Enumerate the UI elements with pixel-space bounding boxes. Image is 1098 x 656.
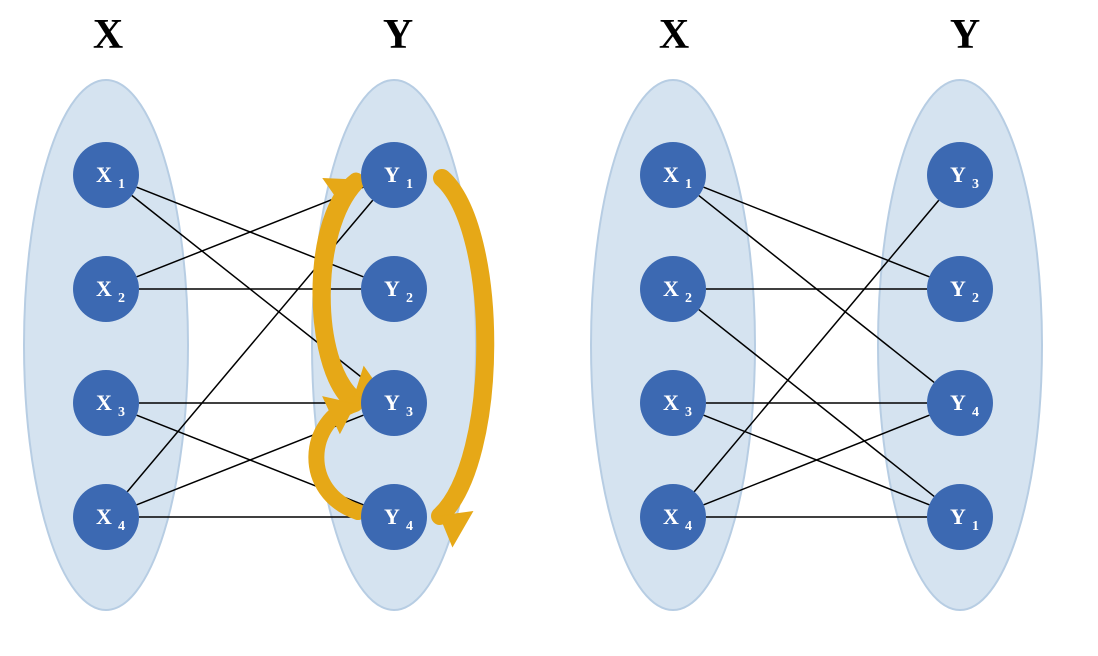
node-label-LX1: X <box>96 162 112 187</box>
node-label-LY4: Y <box>384 504 400 529</box>
node-label-RX1: X <box>663 162 679 187</box>
node-label-RY1: Y <box>950 504 966 529</box>
set-label-left_X: X <box>93 12 123 58</box>
node-RY1: Y1 <box>927 484 993 550</box>
node-label-LX3: X <box>96 390 112 415</box>
node-LY3: Y3 <box>361 370 427 436</box>
node-sub-LX3: 3 <box>118 405 125 420</box>
node-RY3: Y3 <box>927 142 993 208</box>
node-sub-RX4: 4 <box>685 519 692 534</box>
node-LX4: X4 <box>73 484 139 550</box>
node-sub-LX2: 2 <box>118 291 125 306</box>
node-LX2: X2 <box>73 256 139 322</box>
node-sub-LY1: 1 <box>406 177 413 192</box>
node-label-LY2: Y <box>384 276 400 301</box>
node-LX3: X3 <box>73 370 139 436</box>
node-label-RX4: X <box>663 504 679 529</box>
node-sub-LY3: 3 <box>406 405 413 420</box>
node-sub-RX1: 1 <box>685 177 692 192</box>
node-sub-RY4: 4 <box>972 405 979 420</box>
set-label-right_X: X <box>659 12 689 58</box>
node-RX4: X4 <box>640 484 706 550</box>
node-sub-RX3: 3 <box>685 405 692 420</box>
node-LX1: X1 <box>73 142 139 208</box>
node-LY4: Y4 <box>361 484 427 550</box>
node-sub-LX1: 1 <box>118 177 125 192</box>
node-label-LX2: X <box>96 276 112 301</box>
node-LY1: Y1 <box>361 142 427 208</box>
diagram-canvas: X1X2X3X4Y1Y2Y3Y4X1X2X3X4Y3Y2Y4Y1XYXY <box>0 0 1098 656</box>
node-sub-RY3: 3 <box>972 177 979 192</box>
node-RX1: X1 <box>640 142 706 208</box>
node-label-RY3: Y <box>950 162 966 187</box>
node-RX3: X3 <box>640 370 706 436</box>
node-sub-LY4: 4 <box>406 519 413 534</box>
node-label-RY4: Y <box>950 390 966 415</box>
node-label-LY1: Y <box>384 162 400 187</box>
node-LY2: Y2 <box>361 256 427 322</box>
node-label-RY2: Y <box>950 276 966 301</box>
node-sub-LY2: 2 <box>406 291 413 306</box>
node-sub-LX4: 4 <box>118 519 125 534</box>
node-RX2: X2 <box>640 256 706 322</box>
node-RY4: Y4 <box>927 370 993 436</box>
node-sub-RX2: 2 <box>685 291 692 306</box>
node-sub-RY2: 2 <box>972 291 979 306</box>
node-sub-RY1: 1 <box>972 519 979 534</box>
node-RY2: Y2 <box>927 256 993 322</box>
set-label-left_Y: Y <box>383 12 413 58</box>
node-label-RX3: X <box>663 390 679 415</box>
set-label-right_Y: Y <box>950 12 980 58</box>
node-label-RX2: X <box>663 276 679 301</box>
node-label-LY3: Y <box>384 390 400 415</box>
node-label-LX4: X <box>96 504 112 529</box>
